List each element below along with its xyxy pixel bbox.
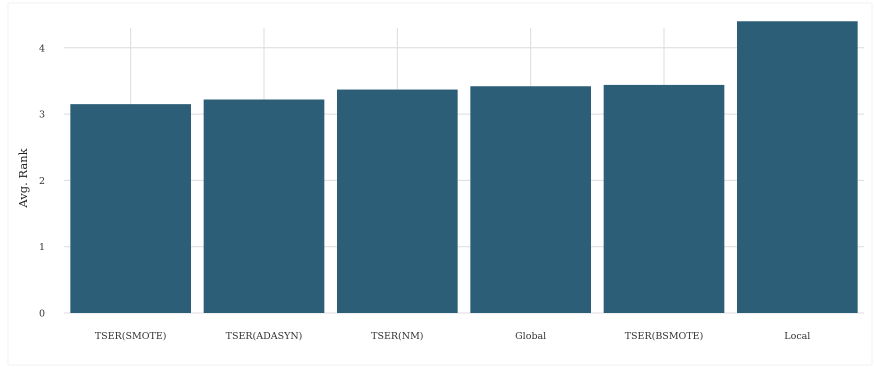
x-tick-label: Global — [515, 331, 546, 342]
y-tick-label: 0 — [39, 309, 45, 320]
bar-tser-bsmote — [603, 84, 725, 313]
y-tick-label: 1 — [39, 242, 45, 253]
x-tick-label: TSER(BSMOTE) — [625, 331, 704, 342]
bar-tser-smote — [70, 104, 191, 314]
y-tick-label: 2 — [39, 176, 45, 187]
x-tick-label: Local — [784, 331, 810, 342]
chart-frame — [7, 2, 873, 366]
y-tick-labels: 0 1 2 3 4 — [39, 43, 45, 319]
x-tick-label: TSER(NM) — [371, 331, 423, 342]
bar-local — [737, 21, 858, 314]
x-tick-labels: TSER(SMOTE) TSER(ADASYN) TSER(NM) Global TSE… — [95, 331, 811, 342]
y-tick-label: 4 — [39, 43, 45, 54]
bar-tser-nm — [337, 89, 458, 313]
x-tick-label: TSER(SMOTE) — [95, 331, 167, 342]
bar-global — [470, 86, 591, 313]
y-tick-label: 3 — [39, 110, 45, 121]
y-axis-title: Avg. Rank — [16, 147, 30, 208]
bar-tser-adasyn — [203, 99, 325, 313]
x-tick-label: TSER(ADASYN) — [226, 331, 303, 342]
bar-layer — [70, 21, 858, 314]
